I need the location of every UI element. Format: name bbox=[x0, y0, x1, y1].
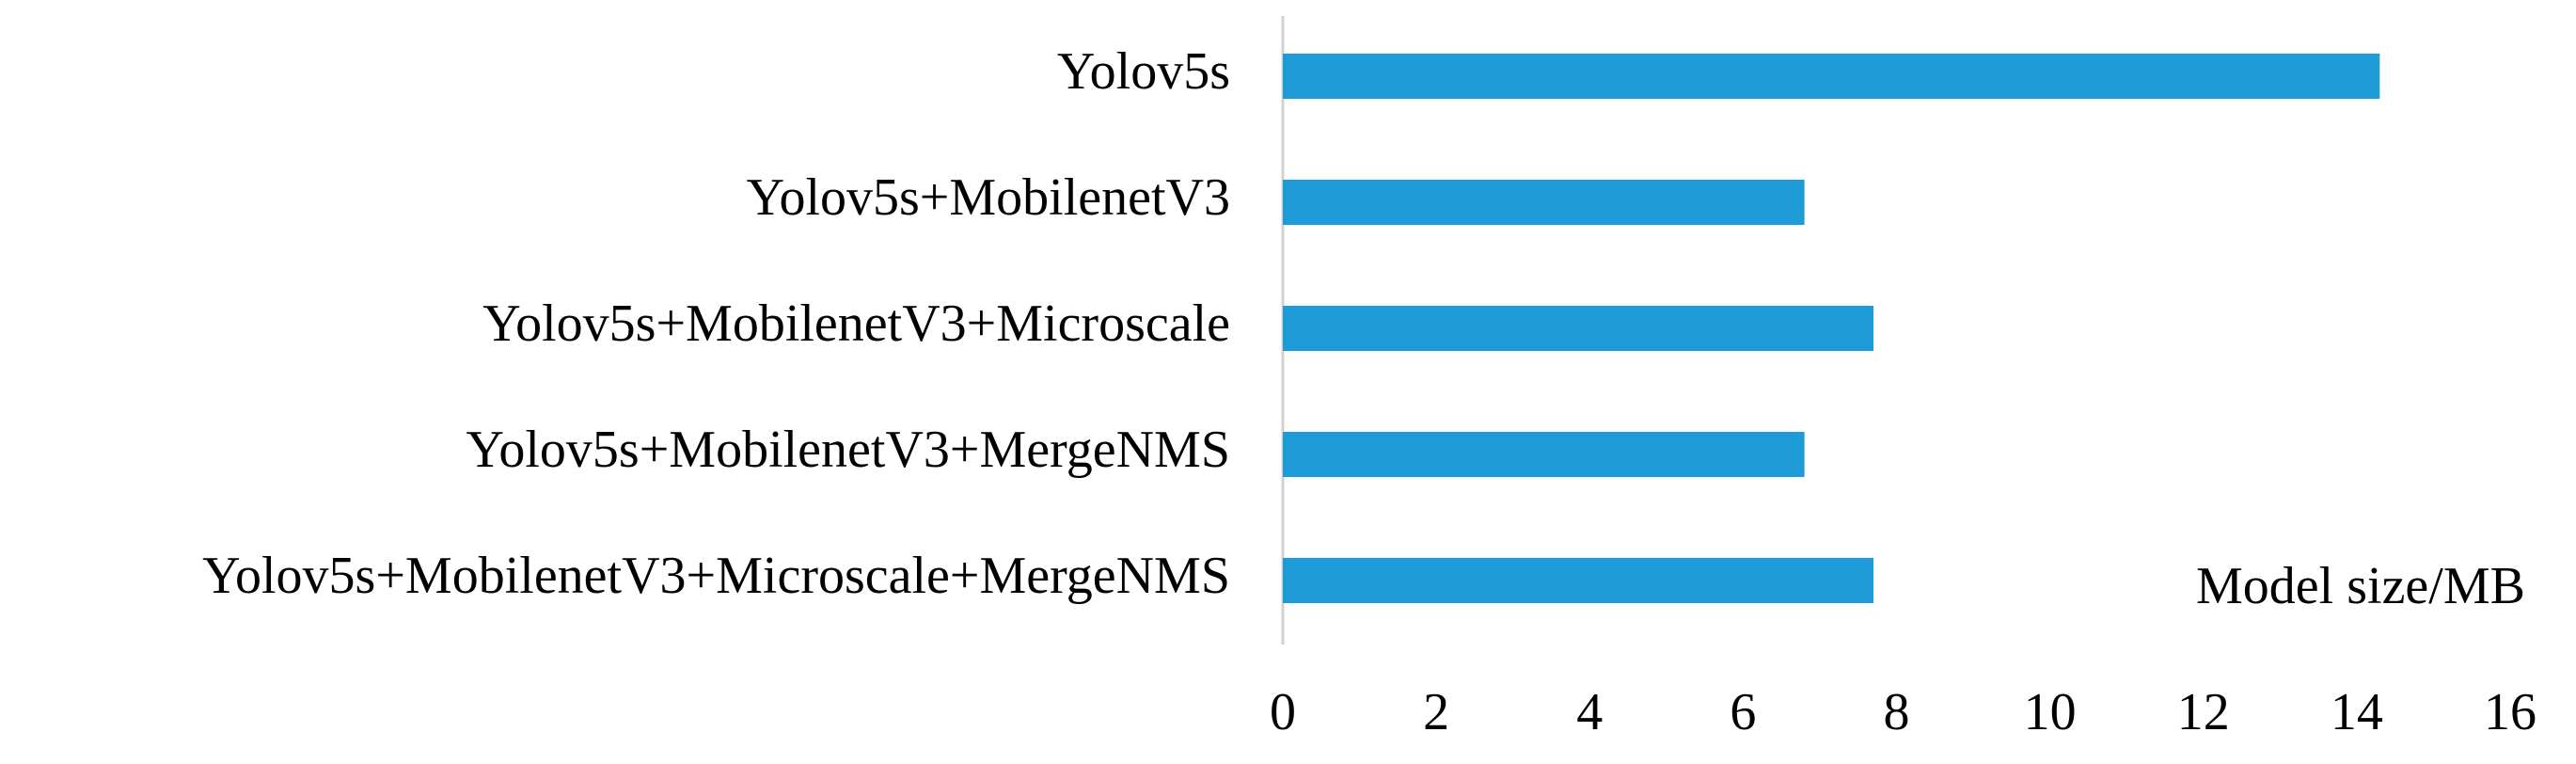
bar bbox=[1283, 558, 1874, 603]
y-tick-label: Yolov5s+MobilenetV3+Microscale+MergeNMS bbox=[202, 547, 1230, 605]
x-tick-label: 14 bbox=[2331, 683, 2383, 741]
x-tick-label: 0 bbox=[1270, 683, 1296, 741]
x-tick-label: 12 bbox=[2177, 683, 2230, 741]
bar bbox=[1283, 432, 1805, 477]
y-tick-label: Yolov5s+MobilenetV3 bbox=[747, 168, 1230, 227]
x-tick-label: 2 bbox=[1423, 683, 1449, 741]
x-tick-label: 6 bbox=[1730, 683, 1756, 741]
x-axis-label: Model size/MB bbox=[2196, 557, 2525, 615]
x-tick-label: 8 bbox=[1884, 683, 1910, 741]
bar bbox=[1283, 54, 2380, 99]
bar bbox=[1283, 180, 1805, 225]
y-tick-label: Yolov5s bbox=[1057, 42, 1230, 101]
bar bbox=[1283, 306, 1874, 351]
x-tick-label: 16 bbox=[2484, 683, 2536, 741]
x-tick-label: 10 bbox=[2024, 683, 2077, 741]
y-tick-label: Yolov5s+MobilenetV3+MergeNMS bbox=[466, 421, 1231, 479]
y-tick-label: Yolov5s+MobilenetV3+Microscale bbox=[482, 294, 1230, 353]
x-tick-label: 4 bbox=[1576, 683, 1603, 741]
